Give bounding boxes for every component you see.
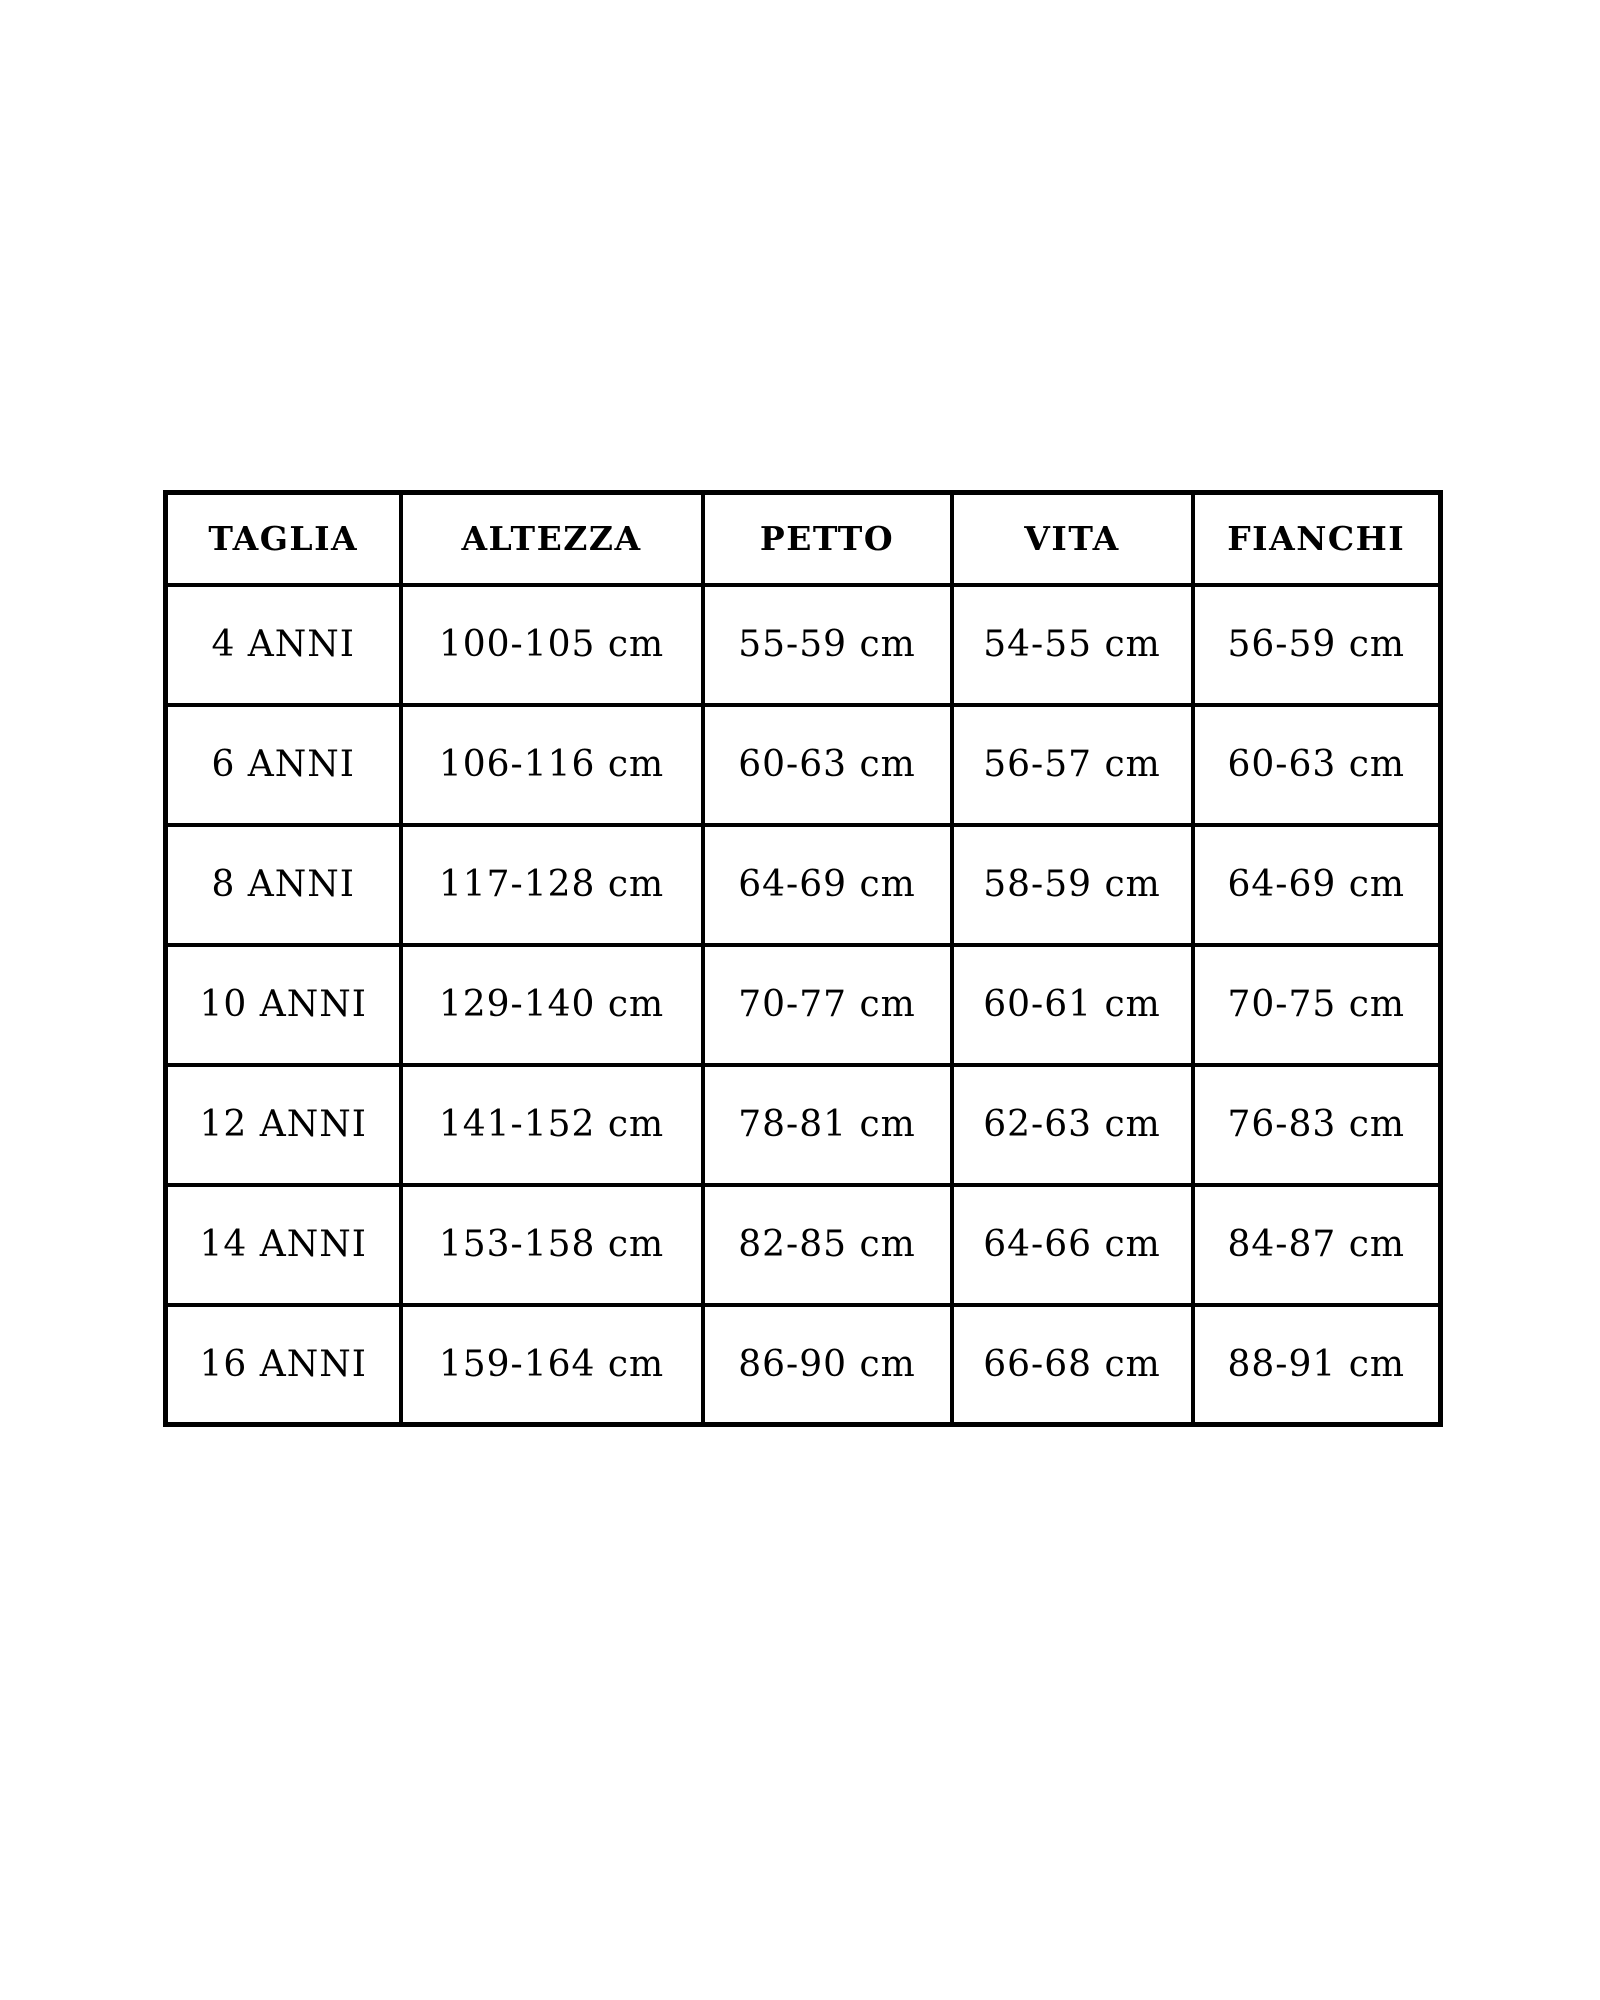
cell-taglia: 6 ANNI bbox=[163, 702, 403, 827]
cell-altezza: 129-140 cm bbox=[398, 942, 705, 1067]
column-header-altezza: ALTEZZA bbox=[398, 490, 705, 587]
cell-vita: 58-59 cm bbox=[949, 822, 1195, 947]
header-row: TAGLIA ALTEZZA PETTO VITA FIANCHI bbox=[163, 490, 1443, 587]
cell-petto: 64-69 cm bbox=[700, 822, 954, 947]
cell-vita: 56-57 cm bbox=[949, 702, 1195, 827]
cell-altezza: 106-116 cm bbox=[398, 702, 705, 827]
cell-vita: 62-63 cm bbox=[949, 1062, 1195, 1187]
table-row-14-anni: 14 ANNI 153-158 cm 82-85 cm 64-66 cm 84-… bbox=[163, 1182, 1443, 1307]
cell-vita: 64-66 cm bbox=[949, 1182, 1195, 1307]
cell-fianchi: 70-75 cm bbox=[1190, 942, 1443, 1067]
cell-taglia: 10 ANNI bbox=[163, 942, 403, 1067]
cell-petto: 60-63 cm bbox=[700, 702, 954, 827]
table-row-12-anni: 12 ANNI 141-152 cm 78-81 cm 62-63 cm 76-… bbox=[163, 1062, 1443, 1187]
cell-petto: 82-85 cm bbox=[700, 1182, 954, 1307]
size-chart-table: TAGLIA ALTEZZA PETTO VITA FIANCHI 4 ANNI… bbox=[163, 490, 1443, 1427]
cell-altezza: 159-164 cm bbox=[398, 1302, 705, 1427]
cell-altezza: 153-158 cm bbox=[398, 1182, 705, 1307]
cell-taglia: 8 ANNI bbox=[163, 822, 403, 947]
table-row-10-anni: 10 ANNI 129-140 cm 70-77 cm 60-61 cm 70-… bbox=[163, 942, 1443, 1067]
cell-taglia: 14 ANNI bbox=[163, 1182, 403, 1307]
column-header-fianchi: FIANCHI bbox=[1190, 490, 1443, 587]
table-row-4-anni: 4 ANNI 100-105 cm 55-59 cm 54-55 cm 56-5… bbox=[163, 582, 1443, 707]
cell-fianchi: 56-59 cm bbox=[1190, 582, 1443, 707]
table-row-6-anni: 6 ANNI 106-116 cm 60-63 cm 56-57 cm 60-6… bbox=[163, 702, 1443, 827]
cell-taglia: 4 ANNI bbox=[163, 582, 403, 707]
column-header-taglia: TAGLIA bbox=[163, 490, 403, 587]
cell-fianchi: 64-69 cm bbox=[1190, 822, 1443, 947]
cell-taglia: 12 ANNI bbox=[163, 1062, 403, 1187]
cell-vita: 54-55 cm bbox=[949, 582, 1195, 707]
cell-petto: 55-59 cm bbox=[700, 582, 954, 707]
cell-petto: 86-90 cm bbox=[700, 1302, 954, 1427]
cell-vita: 60-61 cm bbox=[949, 942, 1195, 1067]
cell-altezza: 141-152 cm bbox=[398, 1062, 705, 1187]
cell-fianchi: 76-83 cm bbox=[1190, 1062, 1443, 1187]
column-header-vita: VITA bbox=[949, 490, 1195, 587]
table-row-8-anni: 8 ANNI 117-128 cm 64-69 cm 58-59 cm 64-6… bbox=[163, 822, 1443, 947]
cell-vita: 66-68 cm bbox=[949, 1302, 1195, 1427]
cell-taglia: 16 ANNI bbox=[163, 1302, 403, 1427]
table-row-16-anni: 16 ANNI 159-164 cm 86-90 cm 66-68 cm 88-… bbox=[163, 1302, 1443, 1427]
column-header-petto: PETTO bbox=[700, 490, 954, 587]
cell-fianchi: 88-91 cm bbox=[1190, 1302, 1443, 1427]
cell-fianchi: 84-87 cm bbox=[1190, 1182, 1443, 1307]
cell-petto: 70-77 cm bbox=[700, 942, 954, 1067]
cell-altezza: 117-128 cm bbox=[398, 822, 705, 947]
cell-petto: 78-81 cm bbox=[700, 1062, 954, 1187]
cell-fianchi: 60-63 cm bbox=[1190, 702, 1443, 827]
cell-altezza: 100-105 cm bbox=[398, 582, 705, 707]
